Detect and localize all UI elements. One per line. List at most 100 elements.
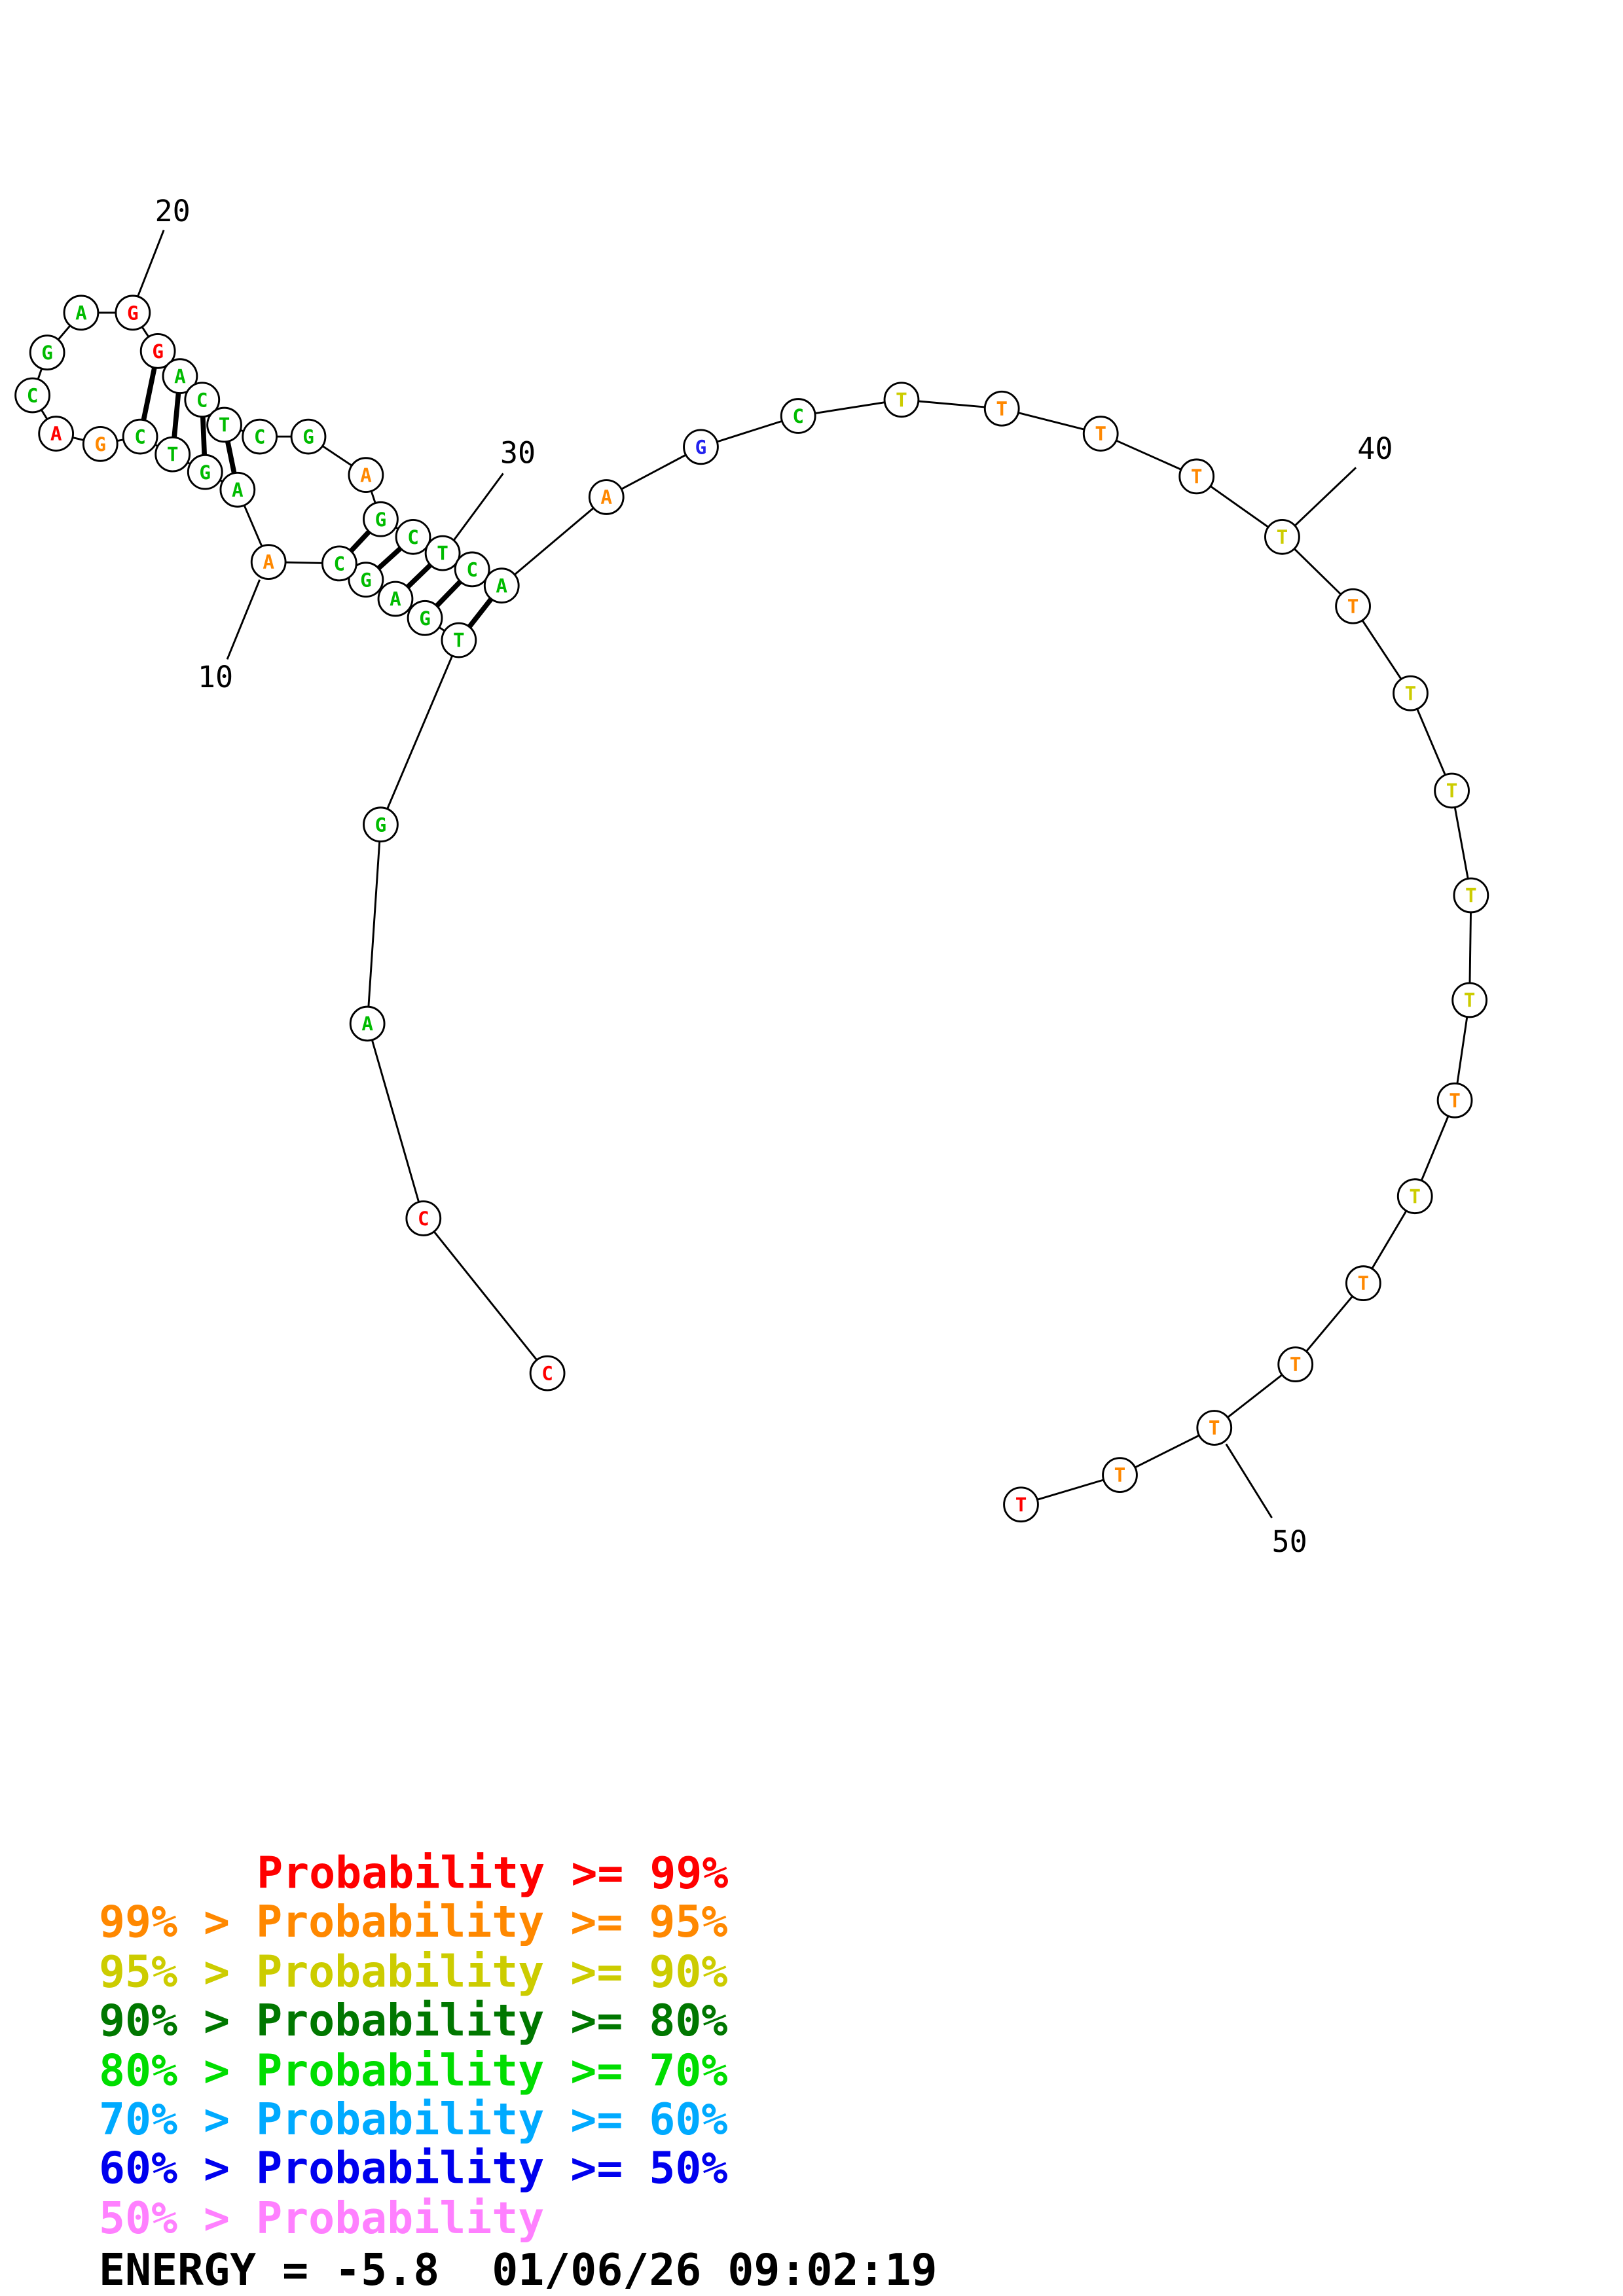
nucleotide-letter: T [437,543,448,565]
nucleotide-letter: G [375,509,387,531]
nucleotide-circle [780,398,816,434]
nucleotide-letter: A [360,464,372,486]
legend-line-p50: 60% > Probability >= 50% [99,2142,727,2193]
legend-line-below50: 50% > Probability [99,2193,544,2244]
nucleotide-letter: C [541,1363,553,1385]
nucleotide-letter: G [302,426,314,448]
nucleotide-circle [219,471,256,508]
label-leader-line [452,473,504,542]
nucleotide-letter: T [1114,1464,1126,1486]
backbone-segment [366,824,382,1024]
nucleotide-circle [184,382,221,418]
nucleotide-letter: C [407,526,419,548]
nucleotide-letter: C [792,405,804,427]
nucleotide-circle [424,535,461,571]
nucleotide-circle [206,406,242,443]
nucleotide-letter: G [419,607,431,630]
label-leader-line [136,230,165,298]
nucleotide-letter: G [127,302,139,324]
nucleotide-circle [1003,1486,1039,1523]
nucleotide-letter: C [254,426,266,448]
nucleotide-circle [1082,416,1119,452]
nucleotide-circle [38,416,75,452]
nucleotide-letter: G [199,461,211,484]
label-leader-line [1294,467,1357,526]
legend-line-p95: 99% > Probability >= 95% [99,1896,727,1947]
nucleotide-letter: T [1464,990,1476,1012]
label-leader-line [226,579,261,660]
nucleotide-circle [1102,1457,1138,1494]
position-label: 30 [500,436,536,471]
nucleotide-circle [155,436,191,473]
nucleotide-circle [395,518,431,555]
nucleotide-letter: T [1465,885,1477,907]
nucleotide-circle [529,1355,566,1391]
nucleotide-circle [162,358,198,395]
nucleotide-letter: T [167,444,179,466]
nucleotide-circle [588,479,625,515]
nucleotide-letter: A [600,486,612,509]
nucleotide-circle [1396,1178,1433,1215]
nucleotide-circle [348,457,384,493]
nucleotide-letter: T [1405,683,1417,705]
nucleotide-letter: T [1015,1494,1027,1516]
nucleotide-circle [363,501,399,537]
nucleotide-circle [1335,588,1371,624]
nucleotide-circle [29,334,65,370]
nucleotide-letter: T [1449,1090,1461,1112]
backbone-segment [501,496,608,586]
nucleotide-circle [349,1005,386,1042]
nucleotide-letter: T [1409,1185,1421,1208]
nucleotide-circle [348,562,384,598]
energy-readout: ENERGY = -5.8 01/06/26 09:02:19 [99,2244,938,2295]
nucleotide-letter: G [94,433,106,456]
nucleotide-letter: T [1347,596,1359,618]
nucleotide-circle [683,429,719,465]
legend-line-p70: 80% > Probability >= 70% [99,2045,727,2096]
nucleotide-letter: T [1191,466,1203,488]
nucleotide-letter: C [196,389,208,411]
nucleotide-circle [1453,877,1489,914]
nucleotide-circle [242,418,278,455]
nucleotide-circle [14,377,50,414]
nucleotide-circle [290,418,327,455]
nucleotide-circle [441,622,477,658]
nucleotide-letter: G [360,569,372,591]
legend-line-p80: 90% > Probability >= 80% [99,1995,727,2046]
position-label: 10 [198,660,233,694]
nucleotide-letter: T [1209,1417,1220,1439]
nucleotide-letter: T [1277,526,1288,548]
nucleotide-circle [883,382,920,418]
backbone-segment [366,1023,425,1219]
nucleotide-letter: T [1446,780,1458,802]
nucleotide-letter: C [334,552,346,575]
nucleotide-letter: C [418,1208,429,1230]
nucleotide-letter: G [695,436,707,458]
nucleotide-letter: A [174,365,186,387]
nucleotide-letter: G [41,342,53,364]
nucleotide-circle [363,806,399,843]
nucleotide-letter: T [219,414,230,437]
nucleotide-circle [405,1200,442,1236]
nucleotide-circle [407,600,443,636]
probability-legend: Probability >= 99% 99% > Probability >= … [99,1848,728,2244]
nucleotide-letter: A [390,588,401,611]
nucleotide-circle [1451,982,1488,1018]
nucleotide-letter: G [375,814,387,836]
nucleotide-circle [82,425,119,462]
legend-line-p60: 70% > Probability >= 60% [99,2094,727,2145]
nucleotide-letter: C [466,558,478,581]
nucleotide-circle [115,295,151,331]
nucleotide-circle [1434,772,1470,809]
nucleotide-circle [483,567,520,604]
nucleotide-letter: A [75,302,87,324]
position-label: 20 [155,194,191,228]
nucleotide-circle [1264,518,1300,555]
nucleotide-circle [321,545,357,582]
nucleotide-circle [187,454,223,490]
nucleotide-circle [1393,675,1429,711]
nucleotide-letter: T [896,389,907,411]
backbone-segment [380,639,460,825]
